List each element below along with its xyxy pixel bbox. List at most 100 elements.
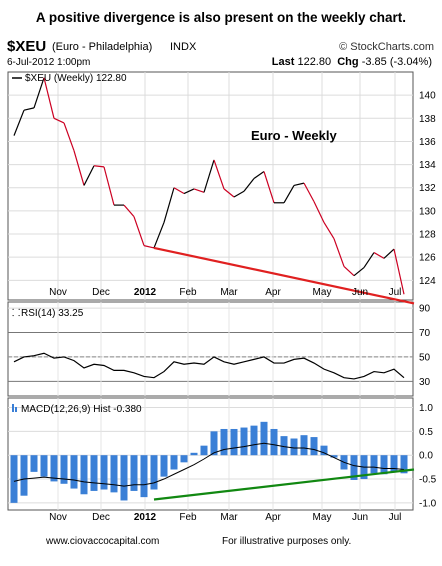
price-legend: $XEU (Weekly) 122.80 xyxy=(25,73,127,84)
chart-caption: A positive divergence is also present on… xyxy=(35,10,407,25)
last-label: Last xyxy=(271,56,295,68)
macd-legend-swatch xyxy=(15,407,17,412)
macd-histogram-bar xyxy=(160,455,168,477)
price-line-segment xyxy=(253,171,265,179)
price-line-segment xyxy=(213,159,225,190)
macd-histogram-bar xyxy=(220,428,228,456)
price-line-segment xyxy=(163,187,175,223)
price-line-segment xyxy=(13,109,25,136)
macd-x-tick-label: Jul xyxy=(389,512,402,523)
price-line-segment xyxy=(383,248,395,259)
price-tick-label: 140 xyxy=(419,91,436,102)
rsi-tick-label: 90 xyxy=(419,304,431,315)
macd-histogram-bar xyxy=(250,425,258,456)
chg-label: Chg xyxy=(337,56,359,68)
macd-histogram-bar xyxy=(130,455,138,491)
macd-histogram-bar xyxy=(90,455,98,491)
macd-histogram-bar xyxy=(240,427,248,456)
macd-histogram-bar xyxy=(180,455,188,463)
price-line-segment xyxy=(63,122,75,151)
price-line-segment xyxy=(73,150,85,186)
macd-histogram-bar xyxy=(30,455,38,472)
price-line-segment xyxy=(263,171,275,203)
price-line-segment xyxy=(153,222,165,249)
macd-histogram-bar xyxy=(310,437,318,456)
macd-x-tick-label: May xyxy=(313,512,332,523)
macd-histogram-bar xyxy=(150,455,158,490)
chart-source: © StockCharts.com xyxy=(339,41,434,53)
macd-line xyxy=(13,442,405,487)
macd-histogram-bar xyxy=(100,455,108,490)
price-line-segment xyxy=(193,188,205,193)
macd-histogram-bar xyxy=(140,455,148,498)
price-line-segment xyxy=(313,201,325,223)
macd-histogram-bar xyxy=(290,438,298,456)
macd-histogram-bar xyxy=(170,455,178,470)
macd-histogram-bar xyxy=(230,428,238,456)
price-x-tick-label: Apr xyxy=(265,287,281,298)
rsi-tick-label: 30 xyxy=(419,377,431,388)
macd-tick-label: 0.0 xyxy=(419,451,433,462)
price-x-tick-label: Mar xyxy=(220,287,238,298)
price-line-segment xyxy=(353,267,365,277)
macd-x-tick-label: Feb xyxy=(179,512,197,523)
macd-histogram-bar xyxy=(270,428,278,456)
macd-trendline xyxy=(153,468,415,501)
price-x-tick-label: Dec xyxy=(92,287,110,298)
macd-histogram-bar xyxy=(260,421,268,456)
macd-histogram-bar xyxy=(40,455,48,477)
macd-histogram-bar xyxy=(390,455,398,472)
macd-tick-label: -0.5 xyxy=(419,475,437,486)
price-line-segment xyxy=(43,77,55,119)
macd-tick-label: -1.0 xyxy=(419,498,437,509)
macd-histogram-bar xyxy=(80,455,88,495)
price-line-segment xyxy=(83,165,95,186)
price-line-segment xyxy=(103,166,115,206)
footer-website: www.ciovaccocapital.com xyxy=(46,536,160,547)
macd-x-tick-label: Jun xyxy=(352,512,368,523)
price-line-segment xyxy=(283,185,295,204)
price-line-segment xyxy=(143,245,155,249)
price-line-segment xyxy=(373,252,385,259)
macd-histogram-bar xyxy=(300,435,308,456)
price-tick-label: 128 xyxy=(419,230,436,241)
price-tick-label: 138 xyxy=(419,114,436,125)
price-line-segment xyxy=(223,188,235,198)
price-line-segment xyxy=(323,222,335,239)
price-line-segment xyxy=(23,107,35,111)
price-x-tick-label: Jun xyxy=(352,287,368,298)
macd-legend-swatch xyxy=(12,404,14,412)
price-line-segment xyxy=(133,216,145,246)
macd-x-tick-label: 2012 xyxy=(134,512,157,523)
macd-histogram-bar xyxy=(200,445,208,456)
chart-symbol: $XEU xyxy=(7,38,47,55)
macd-histogram-bar xyxy=(60,455,68,484)
rsi-panel xyxy=(7,301,414,397)
price-trendline xyxy=(153,246,415,305)
last-value: 122.80 xyxy=(297,56,332,68)
price-line-segment xyxy=(173,187,185,195)
price-line-segment xyxy=(343,265,355,277)
macd-histogram-bar xyxy=(190,452,198,456)
macd-x-tick-label: Mar xyxy=(220,512,238,523)
macd-tick-label: 0.5 xyxy=(419,427,433,438)
price-line-segment xyxy=(293,182,305,187)
chart-description: (Euro - Philadelphia) xyxy=(52,41,153,53)
price-tick-label: 130 xyxy=(419,206,436,217)
macd-histogram-bar xyxy=(280,436,288,456)
price-tick-label: 136 xyxy=(419,137,436,148)
macd-histogram-bar xyxy=(380,455,388,475)
chg-value: -3.85 (-3.04%) xyxy=(361,56,432,68)
macd-histogram-bar xyxy=(50,455,58,482)
macd-histogram-bar xyxy=(70,455,78,489)
rsi-legend: RSI(14) 33.25 xyxy=(21,308,84,319)
footer-disclaimer: For illustrative purposes only. xyxy=(222,536,352,547)
quote-readout: Last 122.80 Chg -3.85 (-3.04%) xyxy=(272,56,432,68)
macd-histogram-bar xyxy=(10,455,18,503)
macd-x-tick-label: Dec xyxy=(92,512,110,523)
price-x-tick-label: May xyxy=(313,287,332,298)
macd-histogram-bar xyxy=(20,455,28,496)
macd-tick-label: 1.0 xyxy=(419,403,433,414)
macd-histogram-bar xyxy=(400,455,408,474)
